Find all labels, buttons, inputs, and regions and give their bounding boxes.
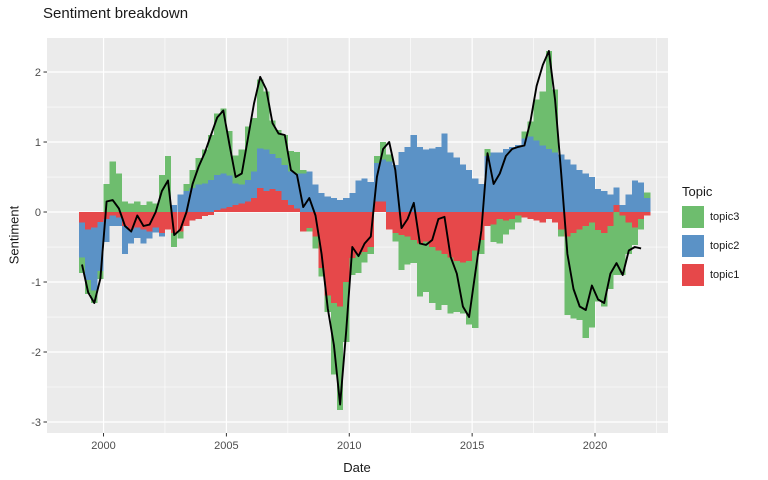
y-axis-title: Sentiment xyxy=(6,205,22,265)
svg-text:1: 1 xyxy=(35,137,41,149)
legend-label: topic2 xyxy=(710,240,740,252)
svg-text:2020: 2020 xyxy=(583,440,607,452)
net-sentiment-line xyxy=(81,50,642,406)
svg-text:-1: -1 xyxy=(31,277,41,289)
legend-label: topic1 xyxy=(710,269,740,281)
svg-text:-3: -3 xyxy=(31,417,41,429)
legend-item-topic3: topic3 xyxy=(682,206,739,228)
svg-text:2: 2 xyxy=(35,67,41,79)
legend-item-topic1: topic1 xyxy=(682,264,739,286)
svg-text:2010: 2010 xyxy=(337,440,361,452)
svg-text:0: 0 xyxy=(35,207,41,219)
topic1-swatch xyxy=(682,264,704,286)
svg-text:2000: 2000 xyxy=(91,440,115,452)
legend: Topic topic3 topic2 topic1 xyxy=(682,184,739,293)
svg-text:-2: -2 xyxy=(31,347,41,359)
legend-title: Topic xyxy=(682,184,713,199)
svg-text:2015: 2015 xyxy=(460,440,484,452)
legend-label: topic3 xyxy=(710,211,740,223)
chart-title: Sentiment breakdown xyxy=(43,5,189,22)
topic2-swatch xyxy=(682,235,704,257)
legend-item-topic2: topic2 xyxy=(682,235,739,257)
x-axis-title: Date xyxy=(343,460,371,475)
svg-text:2005: 2005 xyxy=(214,440,238,452)
topic3-swatch xyxy=(682,206,704,228)
